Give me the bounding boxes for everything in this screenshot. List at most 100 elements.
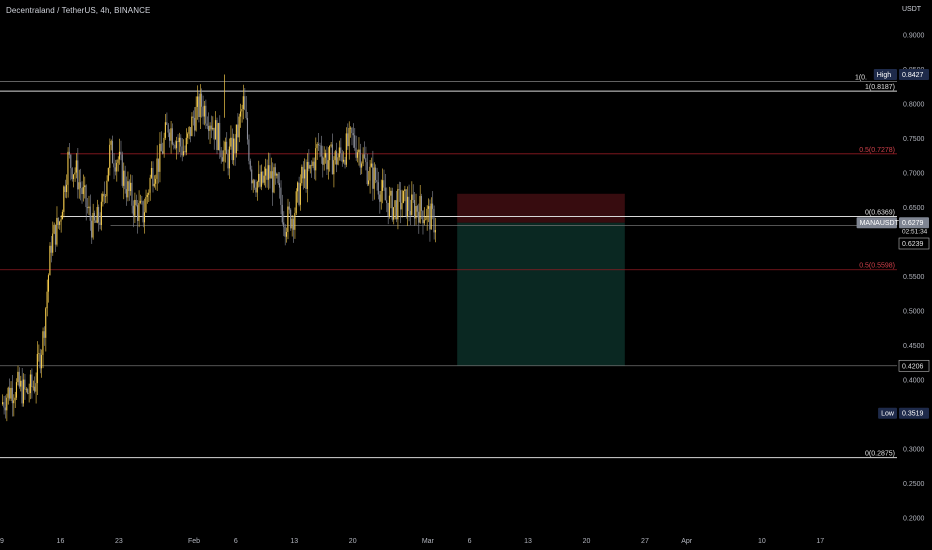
candle-body xyxy=(111,141,114,164)
candle-body xyxy=(265,168,267,176)
candle-body xyxy=(277,173,279,184)
candle-body xyxy=(123,170,125,186)
candle-body xyxy=(324,153,326,158)
candle-body xyxy=(368,180,370,185)
candle-body xyxy=(17,371,19,383)
candle-body xyxy=(317,144,319,146)
candle-body xyxy=(363,154,365,159)
candle-body xyxy=(132,205,134,216)
candle-body xyxy=(287,206,289,232)
candle-body xyxy=(312,161,314,166)
candle-body xyxy=(313,161,315,171)
candle-body xyxy=(181,146,183,156)
candle-body xyxy=(374,167,377,181)
candle-body xyxy=(406,196,409,217)
candle-body xyxy=(15,382,18,398)
x-tick-label: 13 xyxy=(524,538,532,545)
target-badge-bg xyxy=(899,360,929,372)
candle-body xyxy=(182,151,185,156)
candle-body xyxy=(71,168,73,180)
candle-body xyxy=(327,160,329,170)
candle-body xyxy=(415,205,417,219)
candle-body xyxy=(43,331,45,338)
candle-body xyxy=(303,169,306,179)
candle-body xyxy=(226,141,228,155)
candle-body xyxy=(285,231,287,237)
candle-body xyxy=(68,151,70,155)
candle-body xyxy=(365,158,367,163)
candle-body xyxy=(157,158,159,172)
candle-body xyxy=(153,183,155,187)
candle-body xyxy=(113,163,115,168)
candle-body xyxy=(299,183,301,205)
candle-body xyxy=(98,207,100,223)
candle-body xyxy=(336,151,338,165)
candle-body xyxy=(159,143,161,172)
candle-body xyxy=(310,165,313,166)
candle-body xyxy=(29,374,31,394)
candle-body xyxy=(39,353,41,369)
candle-body xyxy=(427,206,429,209)
candle-body xyxy=(377,182,379,195)
candle-body xyxy=(246,118,249,140)
candle-body xyxy=(143,212,146,223)
price-badges: 0.8427 High 0.3519 Low 0.6279MANAUSDT02:51:3… xyxy=(856,69,930,419)
candle-body xyxy=(344,159,346,165)
candle-body xyxy=(426,208,428,220)
candle-body xyxy=(53,224,55,234)
candle-body xyxy=(259,173,261,187)
candle-body xyxy=(93,212,95,221)
candle-body xyxy=(342,159,345,162)
current-price-badge-label: MANAUSDT xyxy=(860,220,900,227)
candle-body xyxy=(54,224,56,245)
candle-body xyxy=(298,182,300,205)
candle-body xyxy=(174,144,176,149)
candle-body xyxy=(99,222,101,225)
candle-body xyxy=(160,143,162,152)
candle-body xyxy=(167,124,169,133)
candle-body xyxy=(81,188,83,195)
candle-body xyxy=(351,127,353,134)
candle-body xyxy=(31,374,33,388)
candle-body xyxy=(283,222,285,227)
candle-body xyxy=(320,145,322,157)
candle-body xyxy=(338,147,340,158)
candle-body xyxy=(416,205,418,212)
candle-body xyxy=(361,163,363,168)
candle-body xyxy=(413,199,416,219)
candle-body xyxy=(409,211,411,215)
candle-body xyxy=(78,182,80,190)
fib-label-2: 0(0.6369) xyxy=(865,210,895,217)
candle-body xyxy=(217,123,219,151)
candle-body xyxy=(10,387,12,399)
y-tick-label: 0.4000 xyxy=(903,378,925,385)
y-tick-label: 0.7000 xyxy=(903,171,925,178)
x-tick-label: 6 xyxy=(234,538,238,545)
x-tick-label: Mar xyxy=(422,538,435,545)
candle-body xyxy=(434,230,436,233)
y-tick-label: 0.5000 xyxy=(903,309,925,316)
target-badge-value: 0.4206 xyxy=(902,363,924,370)
candle-body xyxy=(120,151,122,155)
y-tick-label: 0.8000 xyxy=(903,102,925,109)
candle-body xyxy=(356,152,358,158)
candle-body xyxy=(267,165,269,180)
candle-body xyxy=(152,168,154,187)
candle-body xyxy=(244,96,246,110)
candle-body xyxy=(411,194,413,215)
candle-body xyxy=(63,186,65,212)
candle-body xyxy=(278,183,281,188)
candle-body xyxy=(292,218,294,230)
candle-body xyxy=(107,167,109,181)
candle-body xyxy=(136,205,139,221)
candle-body xyxy=(72,174,75,180)
candle-body xyxy=(67,151,69,185)
candle-body xyxy=(175,141,178,149)
candle-body xyxy=(34,386,36,392)
candle-body xyxy=(290,209,292,229)
candle-body xyxy=(352,133,354,136)
candle-body xyxy=(252,180,254,184)
candle-body xyxy=(420,196,422,211)
candle-body xyxy=(22,379,24,404)
